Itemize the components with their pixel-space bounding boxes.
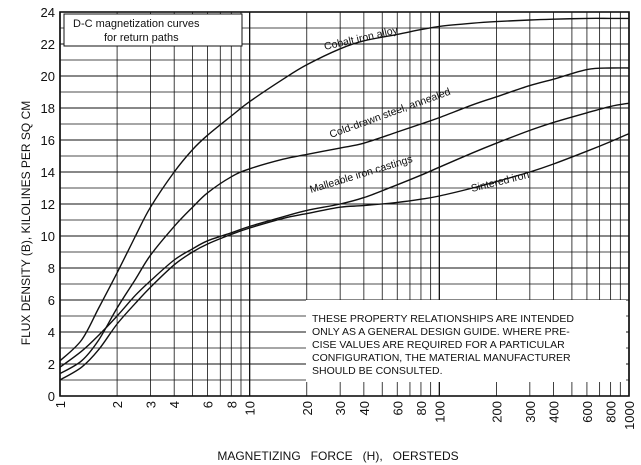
chart-title-line-1: D-C magnetization curves — [73, 18, 200, 30]
x-axis-title: MAGNETIZING FORCE (H), OERSTEDS — [217, 449, 458, 463]
y-tick-label: 20 — [41, 69, 55, 84]
curve-sintered-iron — [59, 132, 630, 381]
x-tick-label: 2 — [110, 401, 125, 408]
y-tick-label: 14 — [41, 165, 55, 180]
note-line-3: CISE VALUES ARE REQUIRED FOR A PARTICULA… — [312, 339, 565, 351]
plot-frame — [59, 11, 630, 397]
x-tick-label: 100 — [432, 401, 447, 423]
x-tick-label: 30 — [333, 401, 348, 415]
note-line-2: ONLY AS A GENERAL DESIGN GUIDE. WHERE PR… — [312, 326, 570, 338]
series-labels: Cobalt iron alloy Cold-drawn steel, anne… — [308, 24, 530, 196]
x-tick-label: 400 — [547, 401, 562, 423]
y-tick-label: 2 — [48, 357, 55, 372]
curve-cobalt-iron-alloy — [59, 17, 629, 362]
y-tick-label: 6 — [48, 293, 55, 308]
note-line-1: THESE PROPERTY RELATIONSHIPS ARE INTENDE… — [312, 313, 574, 325]
y-tick-label: 0 — [48, 389, 55, 404]
x-tick-label: 800 — [604, 401, 619, 423]
curve-malleable-iron-castings — [59, 102, 630, 368]
y-tick-label: 4 — [48, 325, 55, 340]
design-note-box: THESE PROPERTY RELATIONSHIPS ARE INTENDE… — [306, 300, 626, 382]
x-tick-label: 60 — [390, 401, 405, 415]
x-tick-label: 10 — [243, 401, 258, 415]
x-tick-label: 300 — [523, 401, 538, 423]
note-line-5: SHOULD BE CONSULTED. — [312, 365, 443, 377]
x-tick-label: 8 — [224, 401, 239, 408]
x-tick-label: 20 — [300, 401, 315, 415]
chart-title-line-2: for return paths — [104, 32, 179, 44]
x-tick-label: 200 — [489, 401, 504, 423]
y-tick-label: 12 — [41, 197, 55, 212]
y-tick-label: 16 — [41, 133, 55, 148]
x-tick-label: 1000 — [622, 401, 637, 430]
x-tick-label: 6 — [201, 401, 216, 408]
y-tick-label: 22 — [41, 37, 55, 52]
x-tick-label: 80 — [414, 401, 429, 415]
x-tick-label: 40 — [357, 401, 372, 415]
y-tick-label: 18 — [41, 101, 55, 116]
y-axis-title: FLUX DENSITY (B), KILOLINES PER SQ CM — [19, 101, 33, 346]
series-label-cobalt-iron-alloy: Cobalt iron alloy — [323, 24, 400, 53]
chart-title-box: D-C magnetization curves for return path… — [63, 13, 243, 47]
y-tick-label: 10 — [41, 229, 55, 244]
curves — [59, 17, 630, 381]
x-tick-label: 4 — [167, 401, 182, 408]
series-label-sintered-iron: Sintered iron — [470, 169, 531, 195]
series-label-malleable-iron-castings: Malleable iron castings — [308, 153, 414, 196]
x-tick-label: 600 — [580, 401, 595, 423]
y-tick-label: 8 — [48, 261, 55, 276]
curve-cold-drawn-steel — [59, 67, 630, 375]
note-line-4: CONFIGURATION, THE MATERIAL MANUFACTURER — [312, 352, 571, 364]
x-tick-label: 1 — [53, 401, 68, 408]
x-tick-label: 3 — [143, 401, 158, 408]
y-tick-label: 24 — [41, 5, 55, 20]
series-label-cold-drawn-steel: Cold-drawn steel, annealed — [328, 86, 452, 141]
